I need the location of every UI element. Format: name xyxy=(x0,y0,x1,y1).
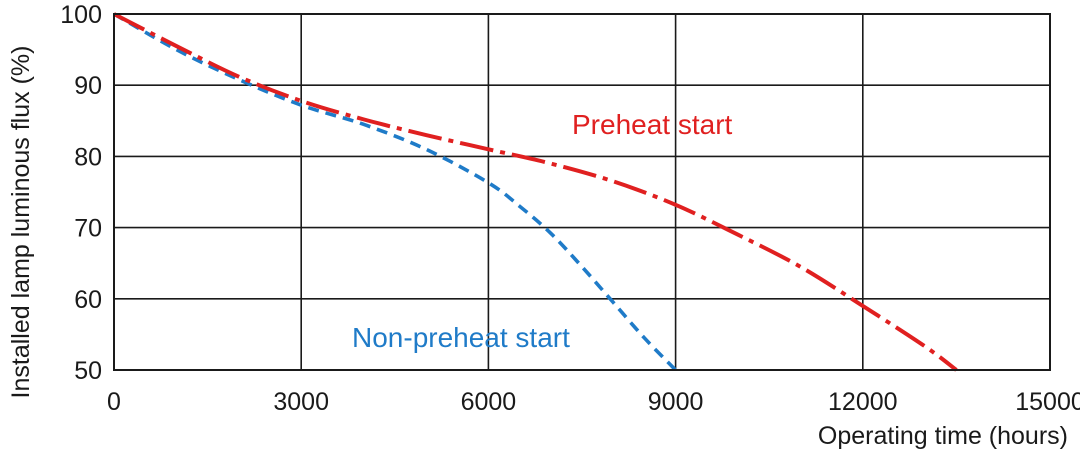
x-tick-label: 0 xyxy=(107,388,121,416)
y-tick-label: 50 xyxy=(74,357,102,385)
y-tick-label: 80 xyxy=(74,143,102,171)
series-line-non-preheat xyxy=(113,12,677,372)
x-tick-label: 15000 xyxy=(1015,388,1080,416)
y-tick-label: 90 xyxy=(74,72,102,100)
series-layer xyxy=(113,12,958,372)
y-tick-label: 60 xyxy=(74,286,102,314)
series-label-non-preheat: Non-preheat start xyxy=(352,322,570,353)
x-tick-label: 12000 xyxy=(828,388,898,416)
x-tick-label: 3000 xyxy=(273,388,329,416)
x-axis-label: Operating time (hours) xyxy=(818,422,1068,450)
y-tick-label: 70 xyxy=(74,215,102,243)
series-line-preheat xyxy=(113,12,958,372)
x-tick-label: 9000 xyxy=(648,388,704,416)
tick-layer: 0 3000 6000 9000 12000 15000 50 60 70 80 90 100 xyxy=(60,1,1080,416)
y-axis-label: Installed lamp luminous flux (%) xyxy=(7,46,35,399)
x-tick-label: 6000 xyxy=(461,388,517,416)
plot-frame xyxy=(113,13,1051,371)
series-label-preheat: Preheat start xyxy=(572,109,733,140)
y-tick-label: 100 xyxy=(60,1,102,29)
grid-layer xyxy=(114,14,1050,370)
